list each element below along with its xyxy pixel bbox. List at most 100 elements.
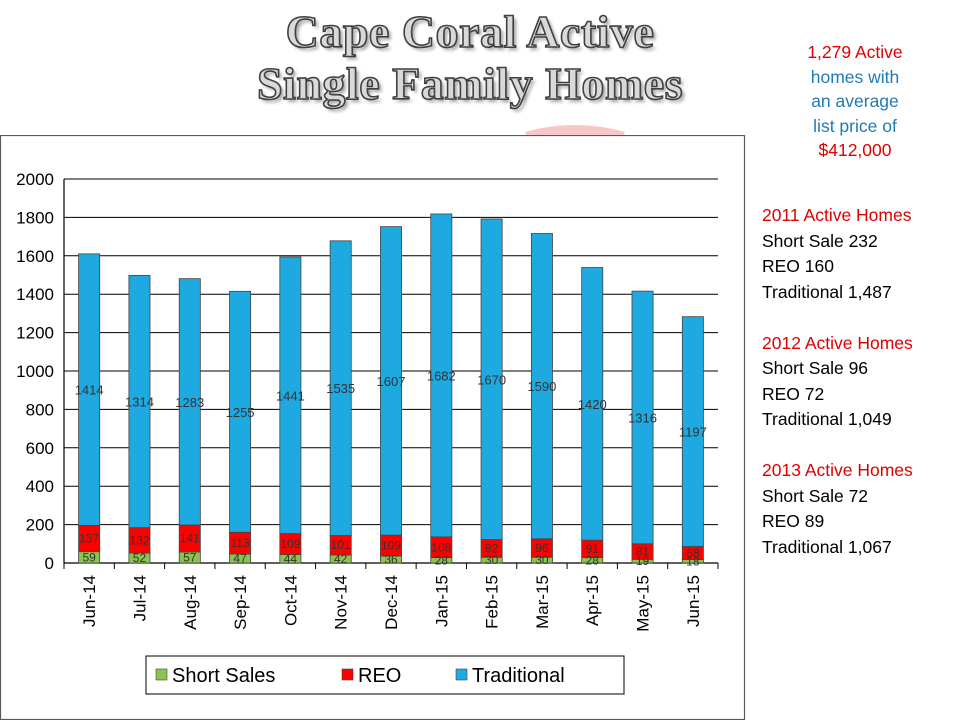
stats-short-sale: Short Sale 72 [762,485,869,506]
summary-line-2: homes with [810,66,900,87]
data-label-reo: 108 [431,540,451,554]
data-label-traditional: 1316 [628,410,657,425]
data-label-reo: 109 [280,537,300,551]
bar-traditional [229,290,252,533]
title-line-2: Single Family Homes [256,57,684,110]
y-tick-label: 600 [26,439,54,458]
bar-traditional [581,267,604,541]
bar-traditional [279,256,302,535]
x-tick-label: Jul-14 [130,575,149,621]
legend-swatch [341,668,354,681]
data-label-traditional: 1535 [326,381,355,396]
summary-line-1: 1,279 Active [807,42,903,62]
data-label-traditional: 1590 [527,379,556,394]
bar-traditional [430,213,453,538]
legend-label: REO [358,665,401,687]
data-label-reo: 101 [331,538,351,552]
bar-traditional [480,218,503,540]
data-label-traditional: 1414 [75,383,104,398]
stats-short-sale: Short Sale 232 [762,230,878,251]
bar-traditional [128,274,151,529]
yearly-stats: 2011 Active Homes Short Sale 232 REO 160… [762,203,957,586]
x-tick-label: Jan-15 [432,575,451,627]
stats-traditional: Traditional 1,067 [762,536,892,557]
data-label-traditional: 1682 [427,368,456,383]
x-tick-label: May-15 [634,575,653,632]
data-label-short-sales: 19 [636,554,650,568]
x-tick-label: Nov-14 [332,575,351,630]
y-tick-label: 1800 [16,208,54,227]
stats-group-2012: 2012 Active Homes Short Sale 96 REO 72 T… [762,331,957,433]
x-tick-label: Apr-15 [583,575,602,626]
data-label-traditional: 1607 [377,374,406,389]
bar-traditional [178,278,201,526]
data-label-short-sales: 59 [82,550,96,564]
x-tick-label: Feb-15 [483,575,502,629]
y-tick-label: 800 [26,400,54,419]
data-label-reo: 109 [381,539,401,553]
stats-traditional: Traditional 1,487 [762,281,892,302]
data-label-short-sales: 30 [485,553,499,567]
stats-short-sale: Short Sale 96 [762,358,869,378]
data-label-short-sales: 18 [686,554,700,568]
data-label-reo: 68 [686,546,700,560]
stats-reo: REO 72 [762,383,825,404]
data-label-short-sales: 36 [384,553,398,567]
x-tick-label: Jun-14 [80,575,99,627]
data-label-reo: 91 [586,542,600,556]
data-label-reo: 96 [535,541,549,555]
y-tick-label: 200 [26,516,54,535]
bar-traditional [380,226,402,536]
data-label-reo: 132 [129,533,149,547]
data-label-short-sales: 28 [586,553,600,567]
y-tick-label: 1200 [16,324,54,343]
summary-line-4: list price of [813,115,897,136]
stats-heading: 2012 Active Homes [762,332,913,353]
x-tick-label: Oct-14 [281,575,300,626]
y-tick-label: 1600 [16,247,54,266]
data-label-traditional: 1441 [276,388,305,403]
x-tick-label: Aug-14 [181,575,200,630]
x-tick-label: Dec-14 [382,575,401,630]
chart-frame [0,135,746,720]
stats-heading: 2011 Active Homes [762,205,912,225]
data-label-reo: 113 [231,536,250,550]
data-label-short-sales: 42 [334,552,348,566]
bar-traditional [530,233,553,540]
legend-label: Short Sales [172,665,275,687]
legend-swatch [155,668,168,681]
data-label-short-sales: 30 [535,553,549,567]
y-tick-label: 1000 [16,362,54,381]
y-tick-label: 2000 [16,170,54,189]
data-label-reo: 92 [485,541,499,555]
data-label-traditional: 1197 [679,425,707,440]
title-line-1: Cape Coral Active [285,5,655,58]
legend-box [145,655,625,695]
data-label-short-sales: 28 [435,553,449,567]
y-tick-label: 1400 [16,285,54,304]
stats-traditional: Traditional 1,049 [762,409,892,429]
legend-label: Traditional [472,665,565,687]
data-label-traditional: 1283 [175,395,204,410]
x-tick-label: Mar-15 [533,575,552,629]
bar-traditional [631,290,654,545]
legend-swatch [455,668,468,681]
stats-group-2013: 2013 Active Homes Short Sale 72 REO 89 T… [762,458,957,560]
data-label-traditional: 1314 [125,395,154,410]
summary-text: 1,279 Active homes with an average list … [765,40,945,163]
data-label-short-sales: 52 [133,551,147,565]
y-tick-label: 400 [26,477,54,496]
data-label-reo: 81 [636,545,650,559]
stacked-bar-chart: 0 200 400 600 800 1000 1200 1400 1600 1800 2000 59 1… [0,135,746,720]
x-tick-label: Sep-14 [231,575,250,630]
summary-line-5: $412,000 [818,140,892,160]
stats-reo: REO 89 [762,511,825,531]
page-title: Cape Coral Active Single Family Homes [200,5,740,110]
stats-heading: 2013 Active Homes [762,460,913,480]
stats-reo: REO 160 [762,256,834,276]
data-label-short-sales: 44 [284,552,298,566]
y-tick-label: 0 [45,554,54,573]
bar-traditional [329,240,352,536]
stats-group-2011: 2011 Active Homes Short Sale 232 REO 160… [762,203,957,305]
data-label-short-sales: 57 [183,551,197,565]
